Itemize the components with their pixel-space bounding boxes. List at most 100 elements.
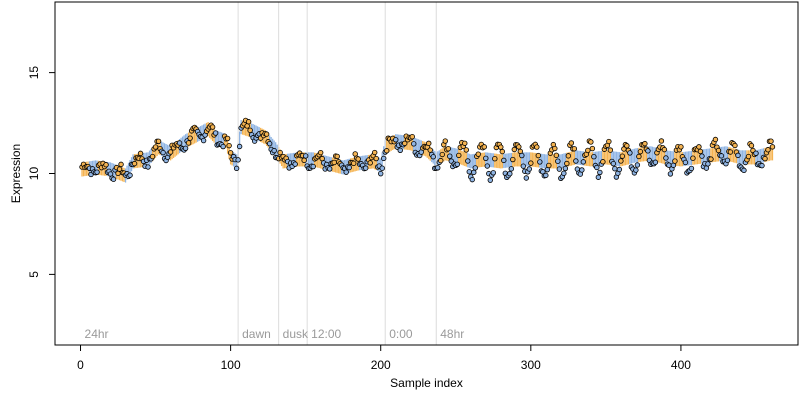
- data-point: [292, 161, 298, 167]
- data-point: [511, 146, 518, 153]
- data-point: [475, 151, 481, 157]
- data-points-layer: [79, 117, 776, 183]
- x-tick-label: 300: [521, 358, 541, 372]
- data-point: [589, 145, 596, 152]
- data-point: [145, 164, 151, 170]
- data-point: [708, 156, 714, 162]
- data-point: [501, 157, 507, 164]
- data-point: [712, 136, 719, 143]
- data-point: [454, 161, 460, 167]
- data-point: [498, 144, 504, 150]
- data-point: [768, 138, 774, 144]
- region-label: 0:00: [389, 327, 413, 341]
- data-point: [597, 169, 603, 176]
- data-point: [439, 151, 445, 158]
- data-point: [317, 149, 324, 156]
- data-point: [227, 150, 234, 156]
- data-point: [409, 134, 415, 140]
- data-point: [546, 162, 552, 169]
- x-tick-label: 400: [671, 358, 691, 372]
- data-point: [642, 140, 648, 147]
- data-point: [220, 143, 226, 150]
- data-point: [490, 170, 496, 176]
- data-point: [688, 165, 695, 172]
- data-point: [636, 153, 642, 160]
- data-point: [472, 165, 478, 171]
- data-point: [715, 147, 722, 154]
- data-point: [103, 162, 109, 168]
- data-point: [765, 147, 771, 153]
- data-point: [426, 140, 432, 147]
- data-point: [116, 166, 123, 172]
- data-point: [343, 169, 349, 175]
- data-point: [379, 165, 385, 171]
- data-point: [555, 158, 561, 164]
- data-point: [487, 177, 493, 183]
- data-point: [492, 155, 498, 162]
- data-point: [553, 152, 560, 159]
- y-tick-label: 5: [27, 271, 41, 278]
- data-point: [127, 172, 133, 178]
- data-point: [507, 171, 513, 177]
- data-point: [484, 163, 490, 169]
- data-point: [438, 157, 444, 164]
- data-point: [351, 160, 357, 167]
- data-point: [658, 138, 665, 144]
- data-point: [585, 147, 591, 154]
- data-point: [378, 170, 384, 177]
- data-point: [528, 160, 534, 166]
- data-point: [727, 149, 734, 155]
- data-point: [645, 148, 651, 154]
- data-point: [465, 158, 471, 164]
- data-point: [748, 142, 755, 149]
- data-point: [152, 144, 159, 150]
- data-point: [672, 158, 678, 164]
- data-point: [397, 147, 403, 153]
- data-point: [226, 142, 232, 149]
- data-point: [508, 166, 515, 172]
- data-point: [520, 163, 527, 169]
- data-point: [326, 166, 333, 172]
- data-point: [580, 159, 587, 165]
- data-point: [610, 160, 617, 167]
- data-point: [331, 159, 337, 166]
- data-point: [762, 155, 768, 162]
- data-point: [447, 153, 453, 159]
- data-point: [445, 145, 451, 152]
- data-point: [523, 175, 530, 181]
- data-point: [224, 135, 231, 142]
- data-point: [588, 139, 594, 145]
- data-point: [110, 176, 117, 182]
- data-point: [301, 157, 307, 164]
- data-point: [466, 169, 472, 175]
- data-point: [690, 155, 696, 161]
- data-point: [310, 163, 316, 170]
- data-point: [462, 140, 468, 146]
- data-point: [463, 147, 469, 153]
- data-point: [471, 169, 477, 176]
- data-point: [442, 138, 448, 144]
- data-point: [633, 167, 639, 173]
- region-label: 24hr: [85, 327, 109, 341]
- data-point: [236, 143, 243, 150]
- data-point: [137, 150, 144, 157]
- data-point: [411, 141, 417, 147]
- data-point: [594, 164, 600, 171]
- data-point: [534, 144, 540, 150]
- data-point: [160, 149, 166, 156]
- data-point: [663, 155, 669, 161]
- data-point: [131, 160, 138, 167]
- data-point: [373, 155, 379, 162]
- data-point: [384, 148, 390, 154]
- data-point: [678, 144, 684, 150]
- x-axis-label: Sample index: [390, 376, 463, 390]
- data-point: [556, 166, 563, 172]
- data-point: [535, 152, 542, 159]
- data-point: [724, 157, 731, 164]
- data-point: [735, 152, 741, 159]
- x-tick-label: 100: [221, 358, 241, 372]
- data-point: [745, 153, 752, 160]
- data-point: [271, 147, 277, 154]
